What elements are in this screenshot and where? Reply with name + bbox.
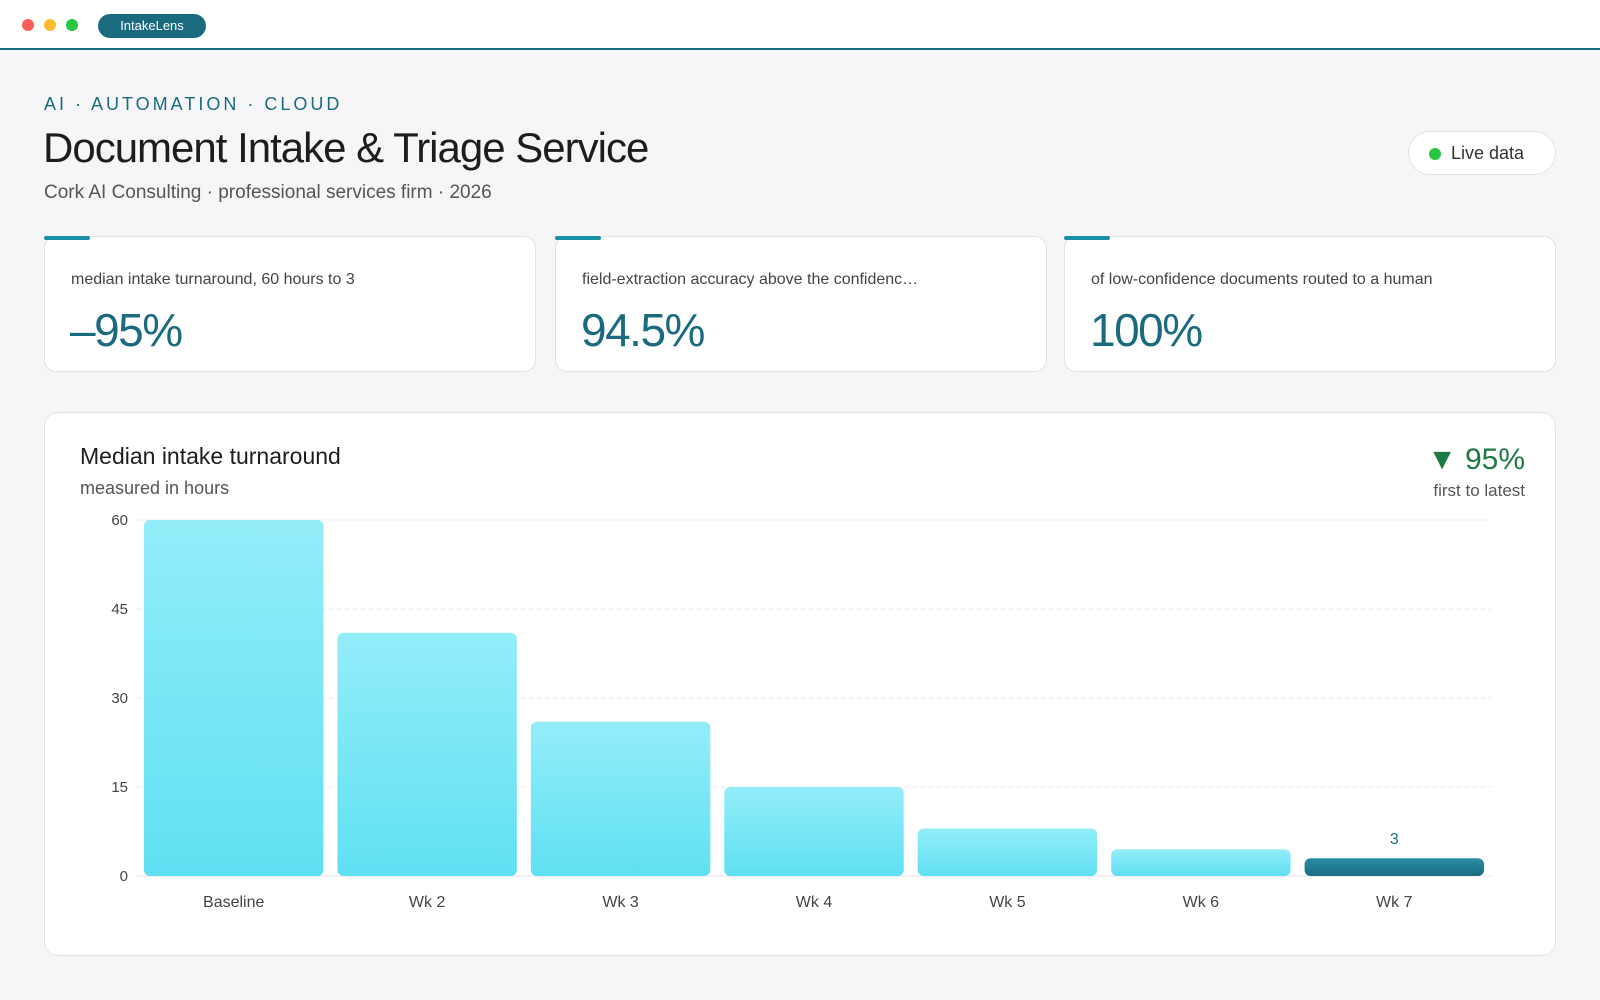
kpi-value: 100% xyxy=(1090,304,1203,356)
kpi-label: field-extraction accuracy above the conf… xyxy=(582,271,919,288)
live-data-label: Live data xyxy=(1451,143,1525,163)
kpi-accent-bar xyxy=(1064,236,1110,240)
kpi-value: –95% xyxy=(70,304,183,356)
minimize-window-button[interactable] xyxy=(44,19,56,31)
x-category-label: Baseline xyxy=(203,894,264,911)
close-window-button[interactable] xyxy=(22,19,34,31)
x-category-label: Wk 7 xyxy=(1376,894,1413,911)
change-value: 95% xyxy=(1464,443,1525,476)
bar-wk-5 xyxy=(917,828,1098,876)
kpi-label: median intake turnaround, 60 hours to 3 xyxy=(71,271,355,288)
change-caption: first to latest xyxy=(1433,481,1525,500)
kpi-accent-bar xyxy=(44,236,90,240)
x-category-label: Wk 4 xyxy=(796,894,833,911)
kpi-card-accuracy: field-extraction accuracy above the conf… xyxy=(555,236,1047,372)
bar-wk-4 xyxy=(724,787,904,876)
x-category-label: Wk 3 xyxy=(602,894,639,911)
bar-wk-2 xyxy=(337,632,517,876)
bar-baseline xyxy=(144,520,324,876)
x-category-label: Wk 2 xyxy=(409,894,446,911)
x-category-label: Wk 6 xyxy=(1183,894,1220,911)
turnaround-chart-card: 0 15 30 45 60 Baseline Wk 2 Wk 3 Wk 4 Wk 5 Wk 6 Wk … xyxy=(44,412,1556,956)
y-tick-label: 45 xyxy=(111,601,128,618)
page-subtitle: Cork AI Consulting · professional servic… xyxy=(44,182,492,203)
bar-data-label: 3 xyxy=(1390,831,1399,848)
kpi-card-turnaround: median intake turnaround, 60 hours to 3 … xyxy=(44,236,536,372)
y-tick-label: 0 xyxy=(120,868,128,885)
change-summary: ▼ 95% first to latest xyxy=(1427,443,1525,501)
kpi-label: of low-confidence documents routed to a … xyxy=(1091,271,1433,288)
kpi-value: 94.5% xyxy=(581,304,705,356)
page-title: Document Intake & Triage Service xyxy=(43,124,649,171)
live-status-dot-icon xyxy=(1429,148,1441,160)
kpi-accent-bar xyxy=(555,236,601,240)
window-titlebar: IntakeLens xyxy=(0,0,1600,50)
y-tick-label: 60 xyxy=(111,512,128,529)
bar-wk-7 xyxy=(1304,858,1484,876)
chart-subtitle: measured in hours xyxy=(80,478,230,498)
y-tick-label: 30 xyxy=(111,690,128,707)
chart-title: Median intake turnaround xyxy=(80,443,341,469)
live-data-indicator[interactable]: Live data xyxy=(1408,131,1556,175)
turnaround-bar-chart: 0 15 30 45 60 Baseline Wk 2 Wk 3 Wk 4 Wk 5 Wk 6 Wk … xyxy=(111,512,1491,911)
bar-wk-6 xyxy=(1111,849,1291,876)
bar-wk-3 xyxy=(530,721,711,876)
maximize-window-button[interactable] xyxy=(66,19,78,31)
app-name-tab[interactable]: IntakeLens xyxy=(98,14,206,38)
kpi-card-routing: of low-confidence documents routed to a … xyxy=(1064,236,1556,372)
category-eyebrow: AI · AUTOMATION · CLOUD xyxy=(44,94,343,114)
down-triangle-icon: ▼ xyxy=(1427,443,1457,476)
y-tick-label: 15 xyxy=(111,779,128,796)
x-category-label: Wk 5 xyxy=(989,894,1026,911)
